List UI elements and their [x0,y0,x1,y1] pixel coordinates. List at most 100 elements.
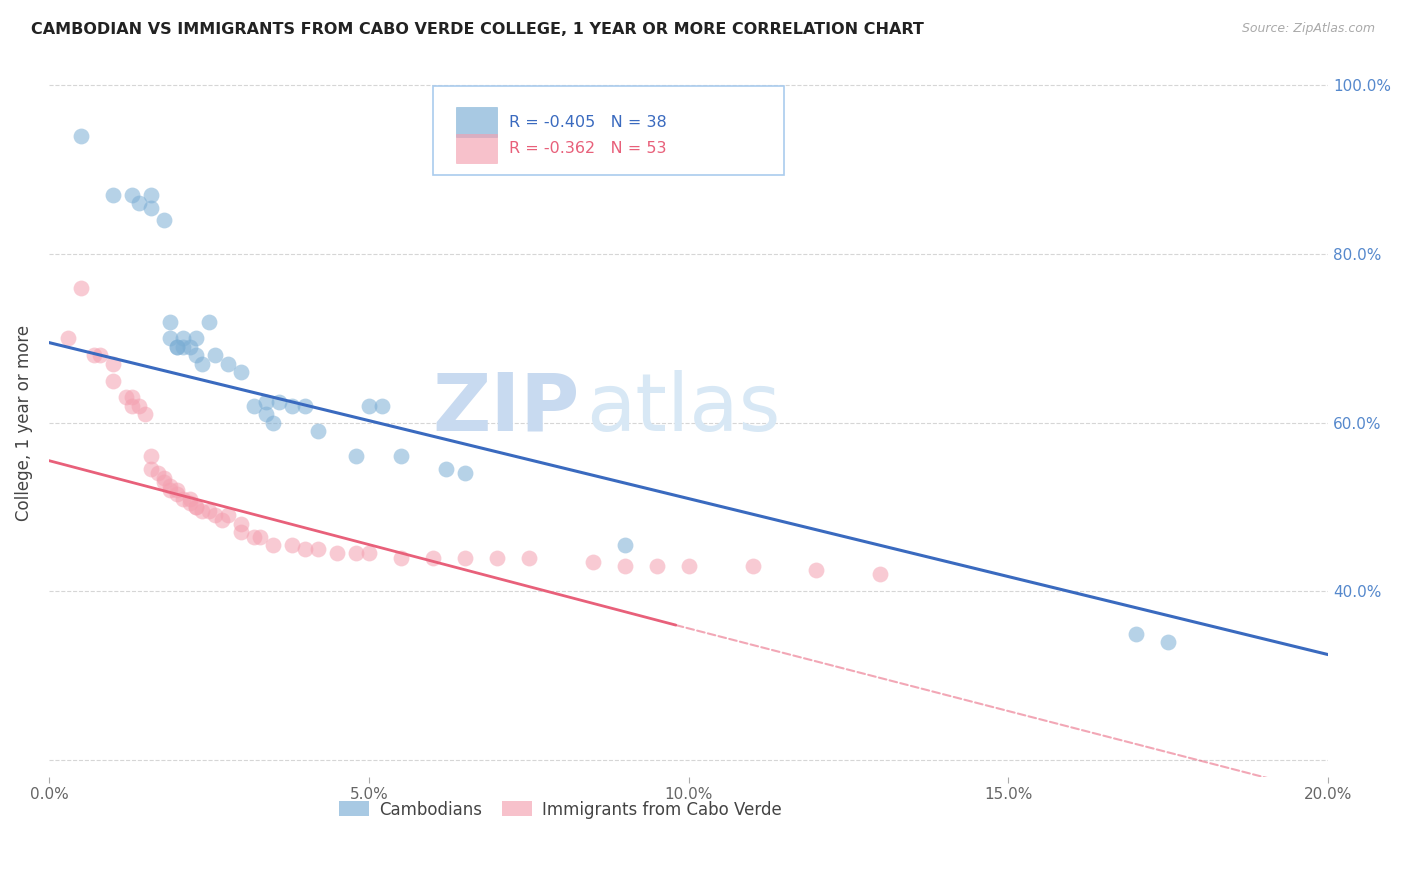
Point [434,462,457,476]
Point [172,491,194,506]
Point [357,546,380,560]
Point [184,500,207,514]
Point [121,391,143,405]
Y-axis label: College, 1 year or more: College, 1 year or more [15,325,32,521]
Point [191,504,214,518]
Point [134,407,156,421]
Point [581,555,603,569]
Point [294,399,316,413]
Point [1125,626,1147,640]
Point [389,550,412,565]
Text: atlas: atlas [586,369,780,448]
Point [166,483,188,498]
Point [101,188,124,202]
FancyBboxPatch shape [456,107,496,137]
Point [153,213,176,227]
Point [141,450,163,464]
Point [269,394,291,409]
Point [454,550,477,565]
Point [56,331,79,345]
Point [613,538,636,552]
Point [141,201,163,215]
Point [242,529,264,543]
Point [229,516,252,531]
Text: R = -0.362   N = 53: R = -0.362 N = 53 [509,141,666,156]
Point [184,500,207,514]
Point [89,348,111,362]
Point [1157,635,1180,649]
Point [101,374,124,388]
Point [166,340,188,354]
Point [179,496,201,510]
Point [454,467,477,481]
Point [70,128,93,143]
Point [806,563,828,577]
Point [294,542,316,557]
Point [153,475,176,489]
Point [159,483,181,498]
Point [307,542,329,557]
Point [83,348,105,362]
Point [153,470,176,484]
Point [262,416,284,430]
Point [645,559,668,574]
Point [114,391,136,405]
Point [184,348,207,362]
Point [326,546,349,560]
Point [141,188,163,202]
Point [281,399,304,413]
Point [613,559,636,574]
Point [159,314,181,328]
Point [422,550,444,565]
Point [485,550,508,565]
Point [204,508,226,523]
Point [172,340,194,354]
Point [262,538,284,552]
Point [121,188,143,202]
Point [344,450,367,464]
Text: CAMBODIAN VS IMMIGRANTS FROM CABO VERDE COLLEGE, 1 YEAR OR MORE CORRELATION CHAR: CAMBODIAN VS IMMIGRANTS FROM CABO VERDE … [31,22,924,37]
Point [254,407,277,421]
Point [179,340,201,354]
Point [184,331,207,345]
Point [159,479,181,493]
Point [128,399,150,413]
Point [344,546,367,560]
Point [357,399,380,413]
Point [678,559,700,574]
Point [217,508,239,523]
Point [128,196,150,211]
Point [204,348,226,362]
Point [179,491,201,506]
Point [146,467,169,481]
Point [869,567,891,582]
Point [370,399,392,413]
Point [198,504,221,518]
Text: Source: ZipAtlas.com: Source: ZipAtlas.com [1241,22,1375,36]
Point [249,529,271,543]
Point [741,559,763,574]
Point [141,462,163,476]
Point [389,450,412,464]
Point [229,365,252,379]
Point [281,538,304,552]
FancyBboxPatch shape [456,134,496,163]
Point [70,281,93,295]
Point [101,357,124,371]
Point [242,399,264,413]
Point [166,487,188,501]
Legend: Cambodians, Immigrants from Cabo Verde: Cambodians, Immigrants from Cabo Verde [333,794,789,825]
FancyBboxPatch shape [433,87,785,175]
Point [159,331,181,345]
Text: R = -0.405   N = 38: R = -0.405 N = 38 [509,115,668,130]
Point [229,525,252,540]
Point [166,340,188,354]
Point [121,399,143,413]
Point [217,357,239,371]
Point [307,424,329,438]
Point [172,331,194,345]
Text: ZIP: ZIP [433,369,579,448]
Point [254,394,277,409]
Point [211,513,233,527]
Point [517,550,540,565]
